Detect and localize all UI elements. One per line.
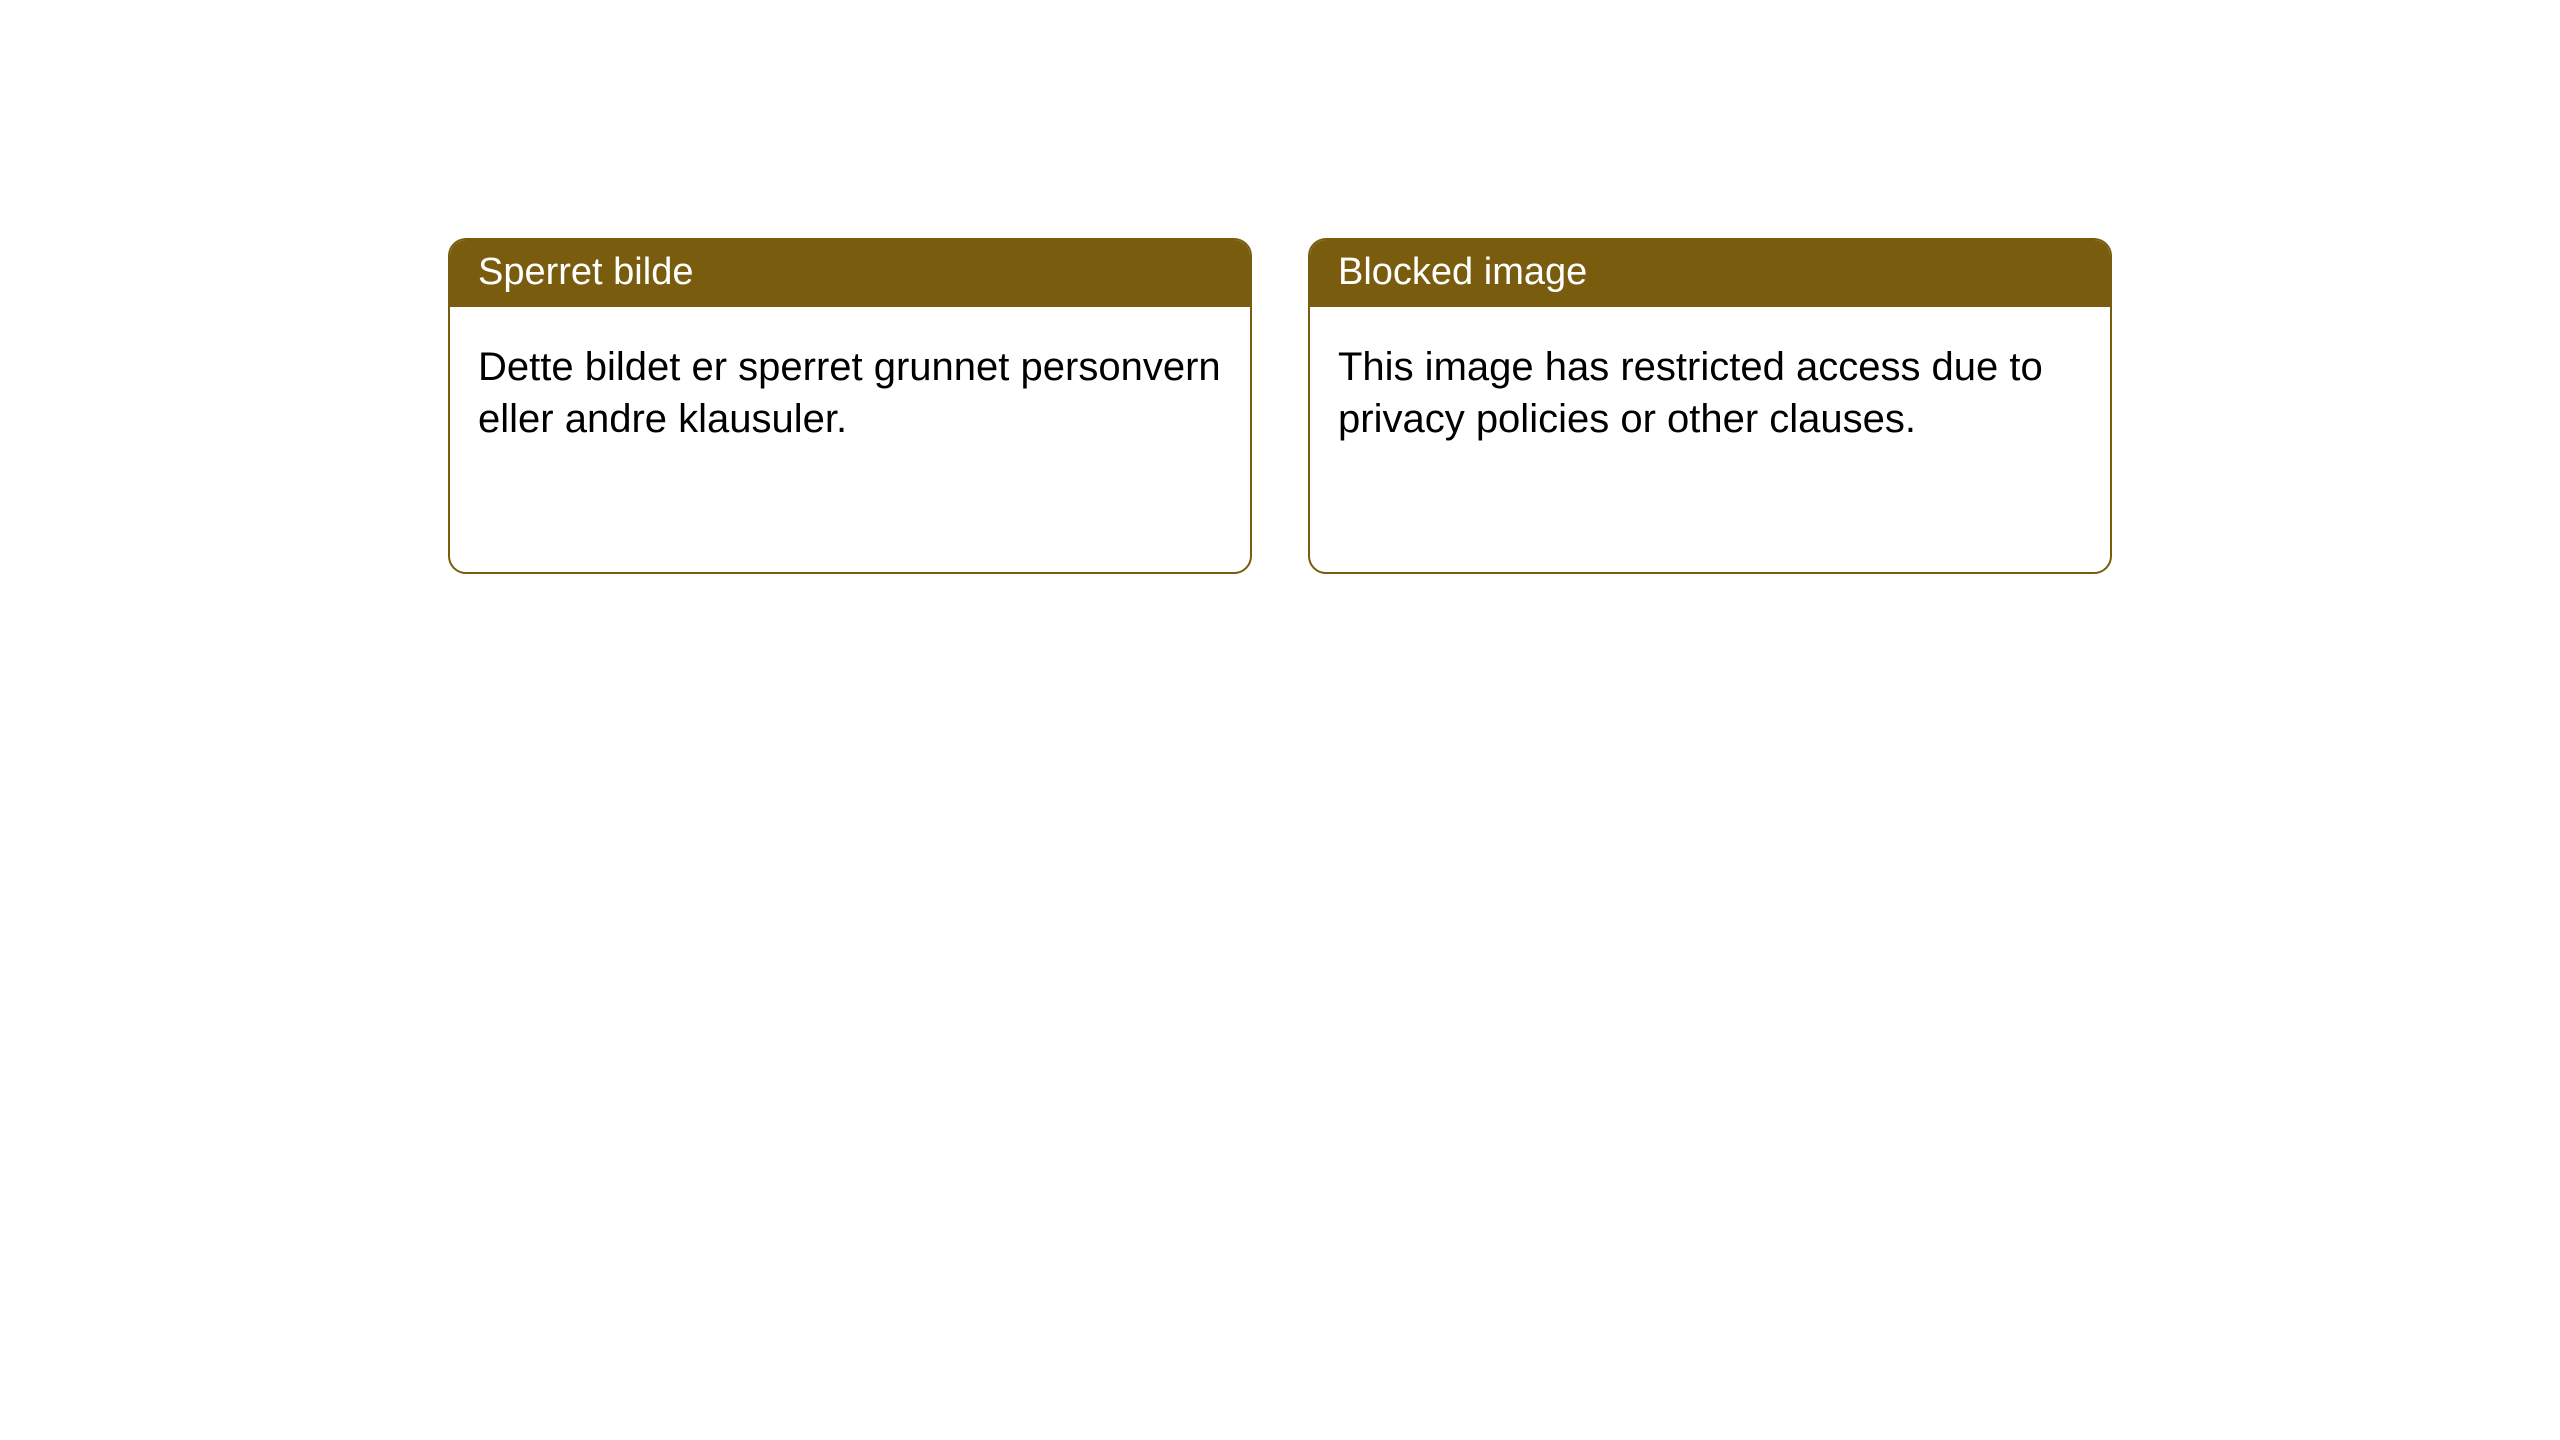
card-title-no: Sperret bilde	[478, 251, 693, 293]
card-body-en: This image has restricted access due to …	[1310, 307, 2110, 479]
card-body-no: Dette bildet er sperret grunnet personve…	[450, 307, 1250, 479]
blocked-image-card-en: Blocked image This image has restricted …	[1308, 238, 2112, 574]
card-header-no: Sperret bilde	[450, 240, 1250, 307]
card-title-en: Blocked image	[1338, 251, 1587, 293]
card-message-en: This image has restricted access due to …	[1338, 345, 2043, 441]
card-message-no: Dette bildet er sperret grunnet personve…	[478, 345, 1221, 441]
notice-container: Sperret bilde Dette bildet er sperret gr…	[0, 0, 2560, 574]
blocked-image-card-no: Sperret bilde Dette bildet er sperret gr…	[448, 238, 1252, 574]
card-header-en: Blocked image	[1310, 240, 2110, 307]
